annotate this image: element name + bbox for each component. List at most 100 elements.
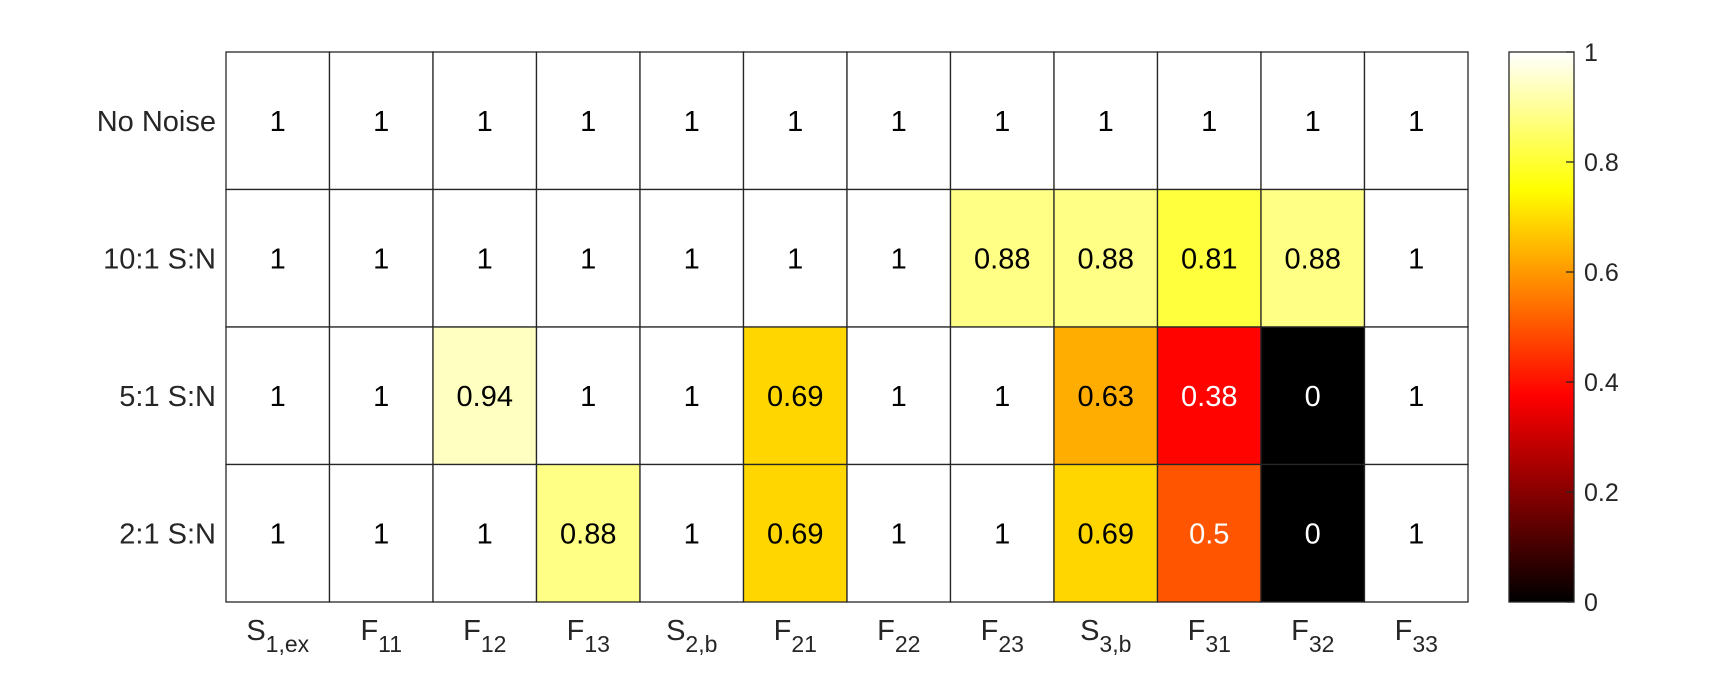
row-tick-labels: No Noise 10:1 S:N 5:1 S:N 2:1 S:N xyxy=(97,106,216,551)
heatmap-cell xyxy=(1363,326,1469,466)
heatmap-cell xyxy=(846,188,952,328)
cell-value-label: 1 xyxy=(1408,381,1424,413)
cell-value-label: 1 xyxy=(270,381,286,413)
cell-value-label: 0.88 xyxy=(1078,244,1134,276)
column-tick-label: F31 xyxy=(1188,615,1231,657)
cell-value-label: 1 xyxy=(477,106,493,138)
column-tick-label: S1,ex xyxy=(246,615,309,657)
column-tick-label: F11 xyxy=(360,615,402,657)
heatmap-cell xyxy=(225,51,331,191)
heatmap-cell xyxy=(328,463,434,603)
heatmap-cell xyxy=(328,51,434,191)
column-tick-label: F21 xyxy=(774,615,817,657)
heatmap-cell xyxy=(1363,463,1469,603)
heatmap-cell xyxy=(535,326,641,466)
column-tick-label: F32 xyxy=(1291,615,1334,657)
cell-value-label: 0.38 xyxy=(1181,381,1237,413)
cell-value-label: 1 xyxy=(270,106,286,138)
cell-value-label: 1 xyxy=(1408,244,1424,276)
cell-value-label: 0.69 xyxy=(1078,519,1134,551)
cell-value-label: 1 xyxy=(477,244,493,276)
heatmap-cell xyxy=(1156,188,1262,328)
heatmap-cell xyxy=(328,188,434,328)
cell-value-label: 1 xyxy=(891,106,907,138)
cell-value-label: 1 xyxy=(891,381,907,413)
row-tick-label: No Noise xyxy=(97,106,216,138)
column-tick-label: F13 xyxy=(567,615,610,657)
cell-value-label: 1 xyxy=(994,381,1010,413)
colorbar-tick-label: 0 xyxy=(1584,589,1598,617)
row-tick-label: 2:1 S:N xyxy=(119,519,216,551)
cell-value-label: 1 xyxy=(270,244,286,276)
heatmap-cell xyxy=(949,51,1055,191)
heatmap-cell xyxy=(535,463,641,603)
cell-value-label: 1 xyxy=(787,244,803,276)
heatmap-cell xyxy=(742,463,848,603)
heatmap-cell xyxy=(432,188,538,328)
column-tick-labels: S1,ex F11 F12 F13 S2,b F21 F22 F23 S3,b F31 F32 F33 xyxy=(246,615,1438,657)
column-tick-label: F33 xyxy=(1395,615,1438,657)
cell-value-label: 0.69 xyxy=(767,519,823,551)
cell-value-label: 0.81 xyxy=(1181,244,1237,276)
heatmap-cell xyxy=(1363,188,1469,328)
row-tick-label: 10:1 S:N xyxy=(103,244,216,276)
cell-value-label: 1 xyxy=(373,106,389,138)
cell-value-label: 1 xyxy=(1408,519,1424,551)
cell-value-label: 1 xyxy=(787,106,803,138)
heatmap-cells xyxy=(225,51,1469,603)
colorbar: 0 0.2 0.4 0.6 0.8 1 xyxy=(1508,39,1619,617)
cell-value-label: 1 xyxy=(270,519,286,551)
colorbar-tick-label: 0.6 xyxy=(1584,259,1619,287)
cell-value-label: 1 xyxy=(373,381,389,413)
heatmap-cell xyxy=(1053,463,1159,603)
heatmap-cell-labels: 1 1 1 1 1 1 1 1 1 1 1 1 1 1 1 1 1 1 1 0.88 0.88 0.81 0.88 1 1 1 0.… xyxy=(270,106,1425,551)
cell-value-label: 1 xyxy=(373,519,389,551)
column-tick-label: S2,b xyxy=(666,615,717,657)
column-tick-label: F23 xyxy=(981,615,1024,657)
heatmap-cell xyxy=(1260,188,1366,328)
heatmap-cell xyxy=(1260,326,1366,466)
cell-value-label: 1 xyxy=(1408,106,1424,138)
heatmap-cell xyxy=(639,463,745,603)
cell-value-label: 1 xyxy=(684,244,700,276)
heatmap-cell xyxy=(639,188,745,328)
heatmap-cell xyxy=(225,463,331,603)
cell-value-label: 0.88 xyxy=(974,244,1030,276)
heatmap-cell xyxy=(1156,51,1262,191)
heatmap-cell xyxy=(432,463,538,603)
heatmap-cell xyxy=(225,326,331,466)
cell-value-label: 1 xyxy=(891,244,907,276)
cell-value-label: 0.63 xyxy=(1078,381,1134,413)
cell-value-label: 1 xyxy=(994,519,1010,551)
cell-value-label: 0 xyxy=(1305,381,1321,413)
colorbar-tick-label: 0.2 xyxy=(1584,479,1619,507)
cell-value-label: 0.69 xyxy=(767,381,823,413)
heatmap-cell xyxy=(535,51,641,191)
heatmap-cell xyxy=(846,326,952,466)
heatmap-cell xyxy=(639,51,745,191)
heatmap-cell xyxy=(432,51,538,191)
cell-value-label: 1 xyxy=(1201,106,1217,138)
colorbar-tick-label: 1 xyxy=(1584,39,1598,67)
cell-value-label: 1 xyxy=(373,244,389,276)
cell-value-label: 0.5 xyxy=(1189,519,1229,551)
cell-value-label: 1 xyxy=(477,519,493,551)
heatmap-cell xyxy=(1156,463,1262,603)
column-tick-label: S3,b xyxy=(1080,615,1131,657)
heatmap-cell xyxy=(1260,463,1366,603)
cell-value-label: 1 xyxy=(580,106,596,138)
heatmap-cell xyxy=(1363,51,1469,191)
cell-value-label: 1 xyxy=(580,381,596,413)
heatmap-cell xyxy=(225,188,331,328)
heatmap-cell xyxy=(742,188,848,328)
cell-value-label: 0.94 xyxy=(457,381,513,413)
cell-value-label: 1 xyxy=(1098,106,1114,138)
cell-value-label: 1 xyxy=(684,381,700,413)
cell-value-label: 1 xyxy=(580,244,596,276)
cell-value-label: 1 xyxy=(684,519,700,551)
heatmap-cell xyxy=(639,326,745,466)
cell-value-label: 0.88 xyxy=(560,519,616,551)
colorbar-tick-label: 0.8 xyxy=(1584,149,1619,177)
cell-value-label: 1 xyxy=(891,519,907,551)
